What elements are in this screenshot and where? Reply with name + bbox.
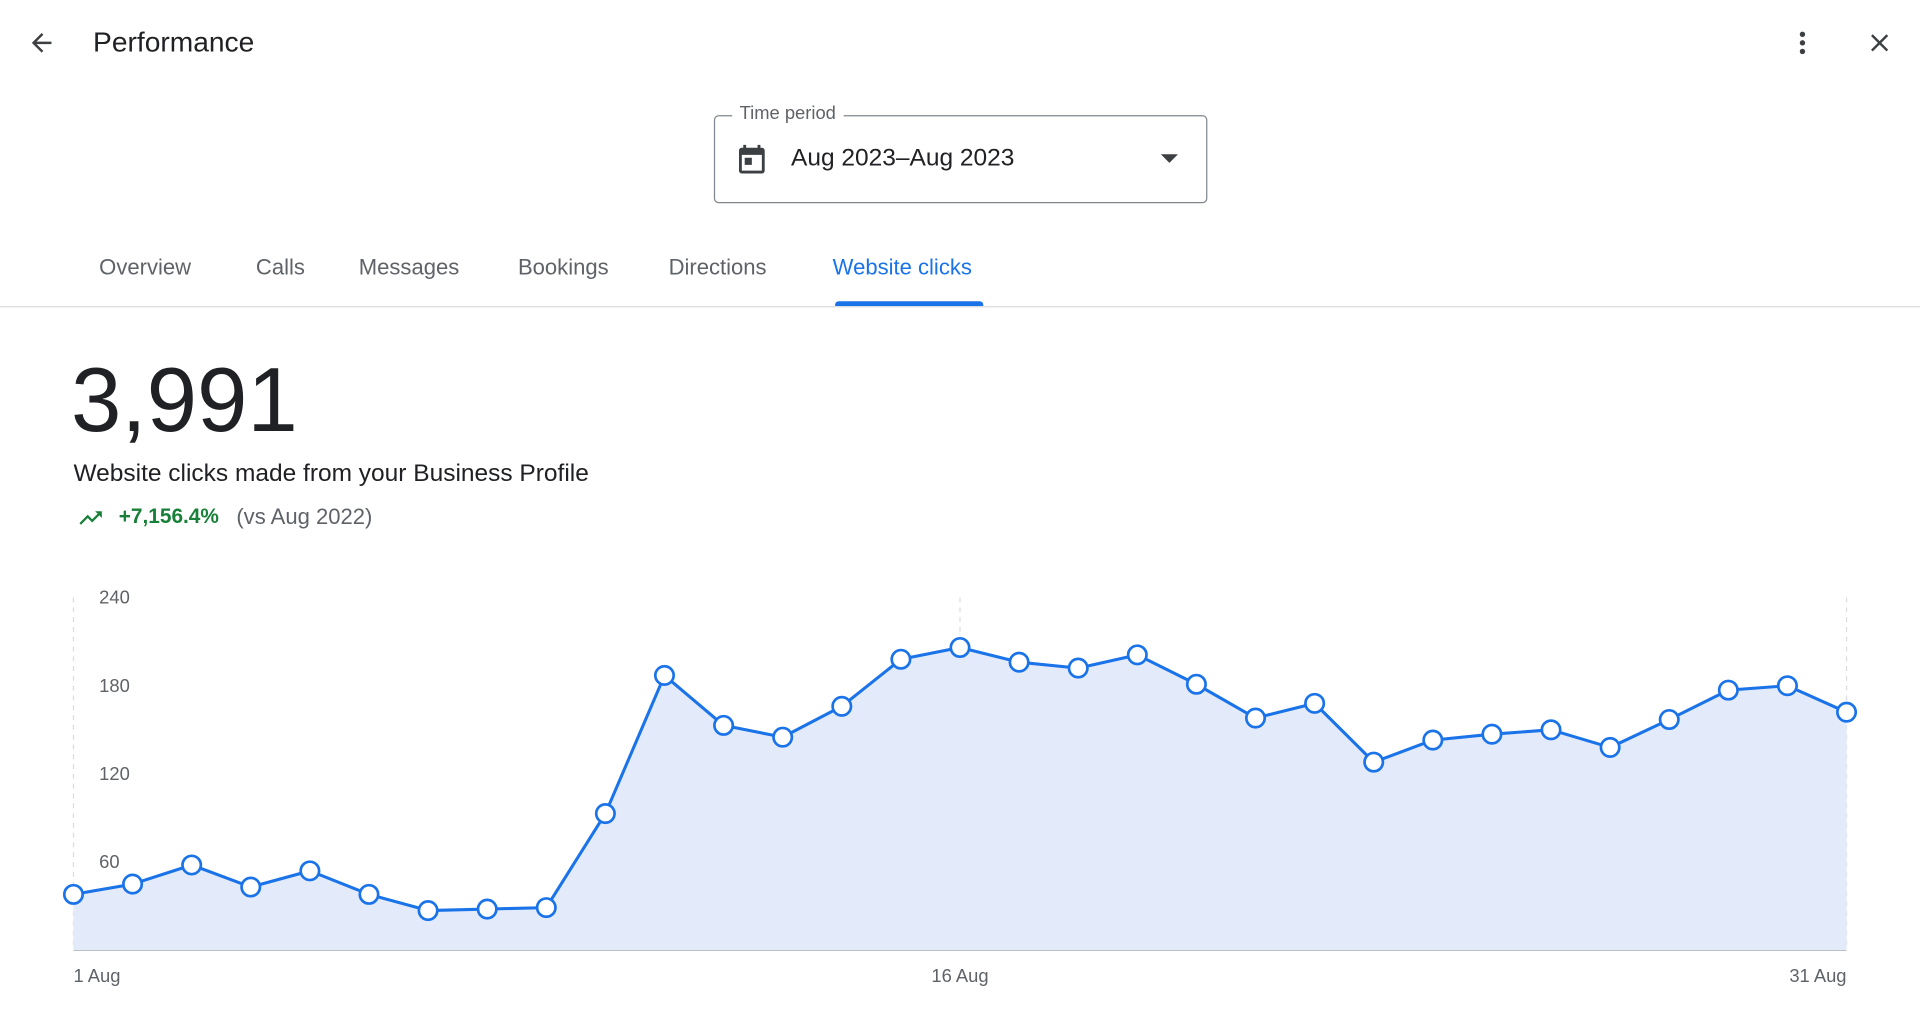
point — [1540, 719, 1562, 741]
point — [299, 860, 321, 882]
point — [535, 897, 557, 919]
point — [240, 876, 262, 898]
point — [1363, 751, 1385, 773]
point — [1304, 692, 1326, 714]
point — [949, 636, 971, 659]
x-tick-label: 31 Aug — [1789, 965, 1846, 986]
tab[interactable]: Messages — [358, 254, 460, 280]
point — [1658, 708, 1680, 731]
point — [1836, 701, 1858, 723]
metric-value: 3,991 — [71, 348, 298, 451]
point — [1244, 707, 1267, 729]
tab[interactable]: Website clicks — [832, 254, 972, 280]
point — [122, 873, 144, 895]
back-button[interactable] — [27, 28, 56, 57]
y-tick-label: 180 — [99, 675, 130, 696]
tab[interactable]: Bookings — [517, 254, 609, 280]
point — [476, 898, 498, 920]
y-tick-label: 120 — [99, 763, 130, 784]
point — [1599, 736, 1621, 758]
divider — [0, 306, 1920, 308]
tab[interactable]: Directions — [668, 254, 767, 280]
point — [831, 695, 853, 717]
dropdown-caret — [1160, 154, 1178, 163]
metric-description: Website clicks made from your Business P… — [73, 460, 589, 488]
point — [594, 803, 616, 825]
point — [1717, 679, 1739, 701]
point — [1422, 729, 1444, 751]
tab[interactable]: Calls — [255, 254, 305, 280]
point — [1481, 723, 1503, 745]
point — [890, 648, 912, 670]
point — [62, 883, 85, 905]
metric-change: +7,156.4% — [118, 504, 219, 528]
more-button[interactable] — [1788, 28, 1817, 57]
active-tab-indicator — [835, 301, 984, 307]
time-period-value: Aug 2023–Aug 2023 — [791, 144, 1015, 172]
time-period-select[interactable] — [713, 115, 1208, 204]
point — [772, 726, 794, 748]
point — [653, 664, 676, 686]
point — [181, 854, 203, 876]
y-tick-label: 240 — [99, 587, 130, 608]
point — [358, 883, 380, 905]
point — [1185, 673, 1207, 695]
point — [417, 900, 439, 922]
y-tick-label: 60 — [99, 851, 119, 872]
point — [1776, 675, 1798, 697]
point — [1126, 644, 1148, 666]
point — [1008, 651, 1030, 673]
calendar-icon — [738, 144, 765, 174]
tab[interactable]: Overview — [99, 254, 192, 280]
page-title: Performance — [93, 25, 255, 58]
area — [73, 647, 1847, 951]
x-tick-label: 16 Aug — [931, 965, 988, 986]
close-button[interactable] — [1865, 28, 1894, 57]
metric-comparison: (vs Aug 2022) — [236, 504, 373, 529]
point — [713, 714, 735, 736]
point — [1067, 657, 1089, 679]
trend-icon — [79, 511, 102, 525]
x-tick-label: 1 Aug — [73, 965, 120, 986]
time-period-label: Time period — [732, 102, 844, 124]
